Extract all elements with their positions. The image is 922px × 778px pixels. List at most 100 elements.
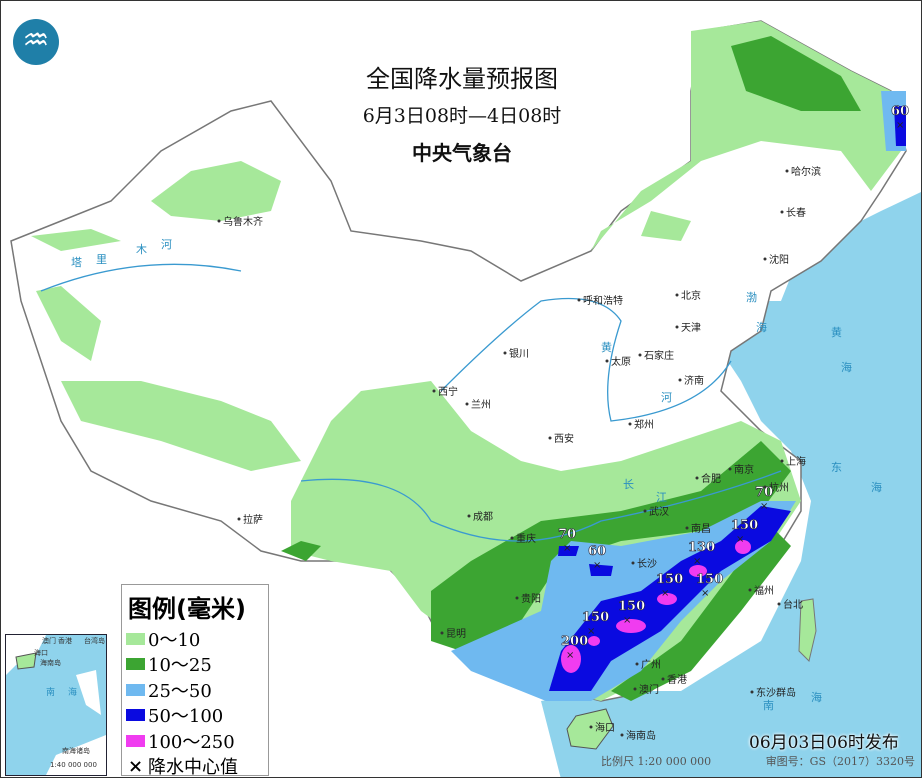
- city-dot: [763, 257, 767, 261]
- sea-label: 海: [841, 360, 852, 374]
- city-label: 杭州: [769, 481, 789, 494]
- city-dot: [633, 687, 637, 691]
- city-dot: [467, 514, 471, 518]
- city-dot: [638, 353, 642, 357]
- taiwan: [798, 598, 817, 662]
- city-label: 呼和浩特: [583, 295, 623, 307]
- city-label: 长春: [786, 207, 806, 219]
- legend-title: 图例(毫米): [128, 595, 246, 623]
- legend-swatch: [126, 683, 145, 696]
- inset-label: 南海诸岛: [62, 746, 90, 755]
- city-label: 武汉: [649, 505, 669, 518]
- city-dot: [432, 389, 436, 393]
- rain-center-value: 150: [618, 599, 645, 614]
- rain-center-value: 60: [891, 104, 909, 119]
- city-label: 成都: [473, 511, 493, 523]
- city-dot: [675, 293, 679, 297]
- city-dot: [763, 485, 767, 489]
- city-dot: [577, 298, 581, 302]
- rain-center-value: 130: [688, 540, 715, 555]
- river-labels: 塔里木 河黄河长江: [71, 238, 672, 504]
- city-label: 海口: [595, 721, 615, 734]
- rain-center-value: 150: [656, 572, 683, 587]
- rain-center-value: 150: [696, 572, 723, 587]
- inset-label: 香港: [58, 636, 72, 645]
- rain-center-cross-icon: ×: [693, 556, 701, 567]
- city-dot: [548, 436, 552, 440]
- issue-time: 06月03日06时发布: [749, 733, 899, 753]
- city-label: 北京: [681, 289, 701, 302]
- sea-label: 海: [871, 480, 882, 494]
- city-dot: [635, 662, 639, 666]
- rain-center-cross-icon: ×: [661, 588, 669, 599]
- city-label: 合肥: [701, 472, 721, 485]
- city-label: 贵阳: [521, 592, 541, 605]
- city-dot: [631, 561, 635, 565]
- city-dot: [785, 169, 789, 173]
- legend-item: × 降水中心值: [126, 754, 268, 777]
- inset-label: 台湾岛: [84, 636, 105, 645]
- legend-swatch: [126, 658, 145, 671]
- city-dot: [465, 402, 469, 406]
- rain-center-value: 150: [731, 518, 758, 533]
- city-label: 广州: [641, 659, 661, 671]
- city-dot: [661, 677, 665, 681]
- city-dot: [748, 588, 752, 592]
- city-label: 昆明: [446, 628, 466, 640]
- city-label: 郑州: [634, 418, 654, 431]
- legend-label: 0～10: [148, 629, 201, 651]
- city-label: 长沙: [637, 558, 657, 570]
- review-number: 审图号：GS（2017）3320号: [765, 755, 915, 768]
- rain-center-cross-icon: ×: [701, 588, 709, 599]
- city-dot: [605, 359, 609, 363]
- cma-logo-icon: ♒: [13, 19, 59, 65]
- city-dot: [643, 509, 647, 513]
- city-label: 南昌: [691, 522, 711, 535]
- city-label: 银川: [509, 347, 529, 360]
- rain-100-250: [561, 540, 751, 673]
- river-label: 河: [161, 238, 172, 251]
- map-title: 全国降水量预报图: [366, 65, 558, 93]
- legend-label: 25～50: [148, 680, 212, 702]
- city-label: 重庆: [516, 532, 536, 545]
- rain-center-labels: 60×70× 60×130×150×150×150×150×200×70×150×: [558, 104, 910, 661]
- sea-label: 渤: [746, 291, 757, 304]
- city-dot: [750, 690, 754, 694]
- city-dot: [217, 219, 221, 223]
- city-dot: [620, 733, 624, 737]
- city-label: 香港: [667, 674, 687, 686]
- legend-item: 0～10: [126, 626, 268, 652]
- river-label: 塔: [71, 256, 82, 269]
- legend-swatch: [126, 709, 145, 722]
- river-label: 黄: [601, 340, 612, 354]
- city-label: 拉萨: [243, 513, 263, 526]
- legend-item: 25～50: [126, 677, 268, 703]
- city-dot: [675, 325, 679, 329]
- sea-label: 黄: [831, 325, 842, 339]
- inset-label: 海: [68, 686, 77, 698]
- city-dot: [780, 210, 784, 214]
- city-label: 福州: [754, 584, 774, 597]
- city-label: 哈尔滨: [791, 165, 821, 178]
- south-china-sea-inset: 澳门 香港 台湾岛 海口 海南岛 南 海 南海诸岛 1:40 000 000: [5, 634, 107, 776]
- legend-label: 50～100: [148, 706, 224, 728]
- city-label: 天津: [681, 322, 701, 334]
- rain-10-25: [281, 36, 861, 701]
- legend-swatch: [126, 632, 145, 645]
- rivers: [40, 263, 782, 542]
- city-dot: [695, 476, 699, 480]
- city-dot: [503, 351, 507, 355]
- legend-item: 10～25: [126, 652, 268, 678]
- city-label: 兰州: [471, 398, 491, 411]
- legend-item: 100～250: [126, 728, 268, 754]
- inset-label: 澳门: [42, 636, 56, 645]
- legend-label: 10～25: [148, 655, 212, 677]
- rain-center-value: 150: [582, 610, 609, 625]
- rain-center-value: 200: [561, 634, 588, 649]
- city-dot: [780, 459, 784, 463]
- map-scale: 比例尺 1:20 000 000: [601, 755, 712, 768]
- rain-center-cross-icon: ×: [736, 534, 744, 545]
